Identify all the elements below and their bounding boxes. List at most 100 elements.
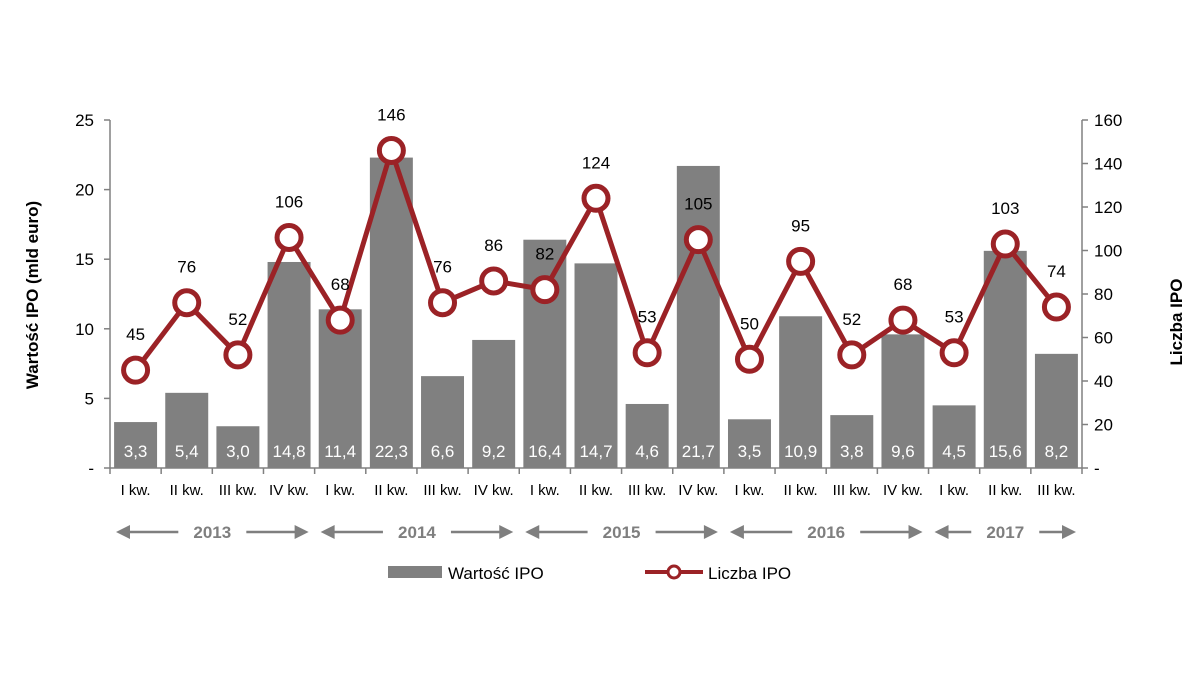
bar [830,415,874,468]
year-arrow-head [1062,525,1076,539]
line-point [376,135,406,165]
bar-value-label: 8,2 [1045,442,1069,461]
year-label: 2013 [193,523,231,542]
year-arrow-head [116,525,130,539]
year-label: 2016 [807,523,845,542]
y-right-tick-label: 40 [1094,372,1113,391]
line-value-label: 52 [842,310,861,329]
category-label: III kw. [219,482,257,499]
bar-value-label: 3,5 [738,442,762,461]
line-point [837,340,867,370]
line-value-label: 45 [126,325,145,344]
line-value-label: 86 [484,236,503,255]
bar-value-label: 5,4 [175,442,199,461]
bar-value-label: 11,4 [324,442,356,461]
line-point [786,246,816,276]
line-value-label: 95 [791,216,810,235]
category-label: II kw. [988,482,1022,499]
bar [779,316,823,468]
bars-layer [114,157,1078,469]
bar-value-label: 16,4 [528,442,561,461]
year-arrow-head [499,525,514,539]
year-arrow-head [729,525,744,539]
line-value-label: 52 [228,310,247,329]
category-label: I kw. [530,482,560,499]
category-label: IV kw. [269,482,309,499]
bar [932,405,976,468]
bar-value-label: 4,6 [635,442,659,461]
line-point [172,288,202,318]
legend-line-marker [666,564,682,580]
y-right-axis-title: Liczba IPO [1167,279,1186,366]
line-value-label: 103 [991,199,1019,218]
category-label: I kw. [939,482,969,499]
line-point [939,338,969,368]
bar-value-label: 6,6 [431,442,455,461]
legend-bar-label: Wartość IPO [448,564,544,583]
line-value-label: 76 [177,258,196,277]
line-point [223,340,253,370]
year-group: 2016 [729,523,923,542]
bar-value-label: 21,7 [682,442,715,461]
bar [574,263,618,468]
bar [881,334,925,468]
legend: Wartość IPO Liczba IPO [388,564,791,583]
y-right-tick-label: 20 [1094,416,1113,435]
line-point [990,229,1020,259]
line-value-label: 146 [377,105,405,124]
year-group: 2015 [525,523,718,542]
years-layer: 2013 2014 2015 2016 2017 [116,523,1076,542]
category-label: IV kw. [678,482,718,499]
bar [983,250,1027,468]
year-group: 2013 [116,523,309,542]
category-label: III kw. [1037,482,1075,499]
category-label: IV kw. [883,482,923,499]
category-label: I kw. [325,482,355,499]
line-point [530,275,560,305]
y-left-tick-label: 15 [75,250,94,269]
year-arrow-head [703,525,718,539]
line-value-label: 106 [275,192,303,211]
bar [1034,353,1078,468]
line-value-label: 76 [433,258,452,277]
bar-value-label: 4,5 [942,442,966,461]
bar [216,426,260,468]
legend-line-label: Liczba IPO [708,564,791,583]
bar-value-label: 9,6 [891,442,915,461]
category-label: I kw. [734,482,764,499]
line-value-label: 74 [1047,262,1066,281]
line-value-label: 105 [684,195,712,214]
axes-layer: - 5 10 15 20 25 - 20 40 60 80 100 120 140 160 I kw. II k… [75,111,1122,499]
line-value-label: 53 [945,308,964,327]
year-arrow-head [294,525,309,539]
line-layer [121,135,1071,385]
line-point [1041,292,1071,322]
y-right-tick-label: 80 [1094,285,1113,304]
y-right-tick-label: - [1094,459,1100,478]
bar-value-label: 9,2 [482,442,506,461]
bar [318,309,362,468]
line-value-label: 124 [582,153,610,172]
line-point [479,266,509,296]
year-label: 2015 [603,523,641,542]
bar-value-label: 14,7 [579,442,612,461]
bar [676,165,720,468]
bar [165,392,209,468]
category-label: II kw. [784,482,818,499]
category-label: III kw. [628,482,666,499]
y-left-tick-label: 20 [75,181,94,200]
bar-value-label: 22,3 [375,442,408,461]
category-label: III kw. [423,482,461,499]
y-left-tick-label: 10 [75,320,94,339]
year-arrow-head [908,525,923,539]
bar [472,339,516,468]
year-group: 2017 [934,523,1076,542]
bar-value-label: 14,8 [273,442,306,461]
labels-layer: 3,3 5,4 3,0 14,8 11,4 22,3 6,6 9,2 16,4 14,7 4,6 21… [124,105,1068,461]
y-left-tick-label: 25 [75,111,94,130]
line-point [325,305,355,335]
line-point [274,222,304,252]
line-point [734,344,764,374]
bar-value-label: 3,0 [226,442,250,461]
